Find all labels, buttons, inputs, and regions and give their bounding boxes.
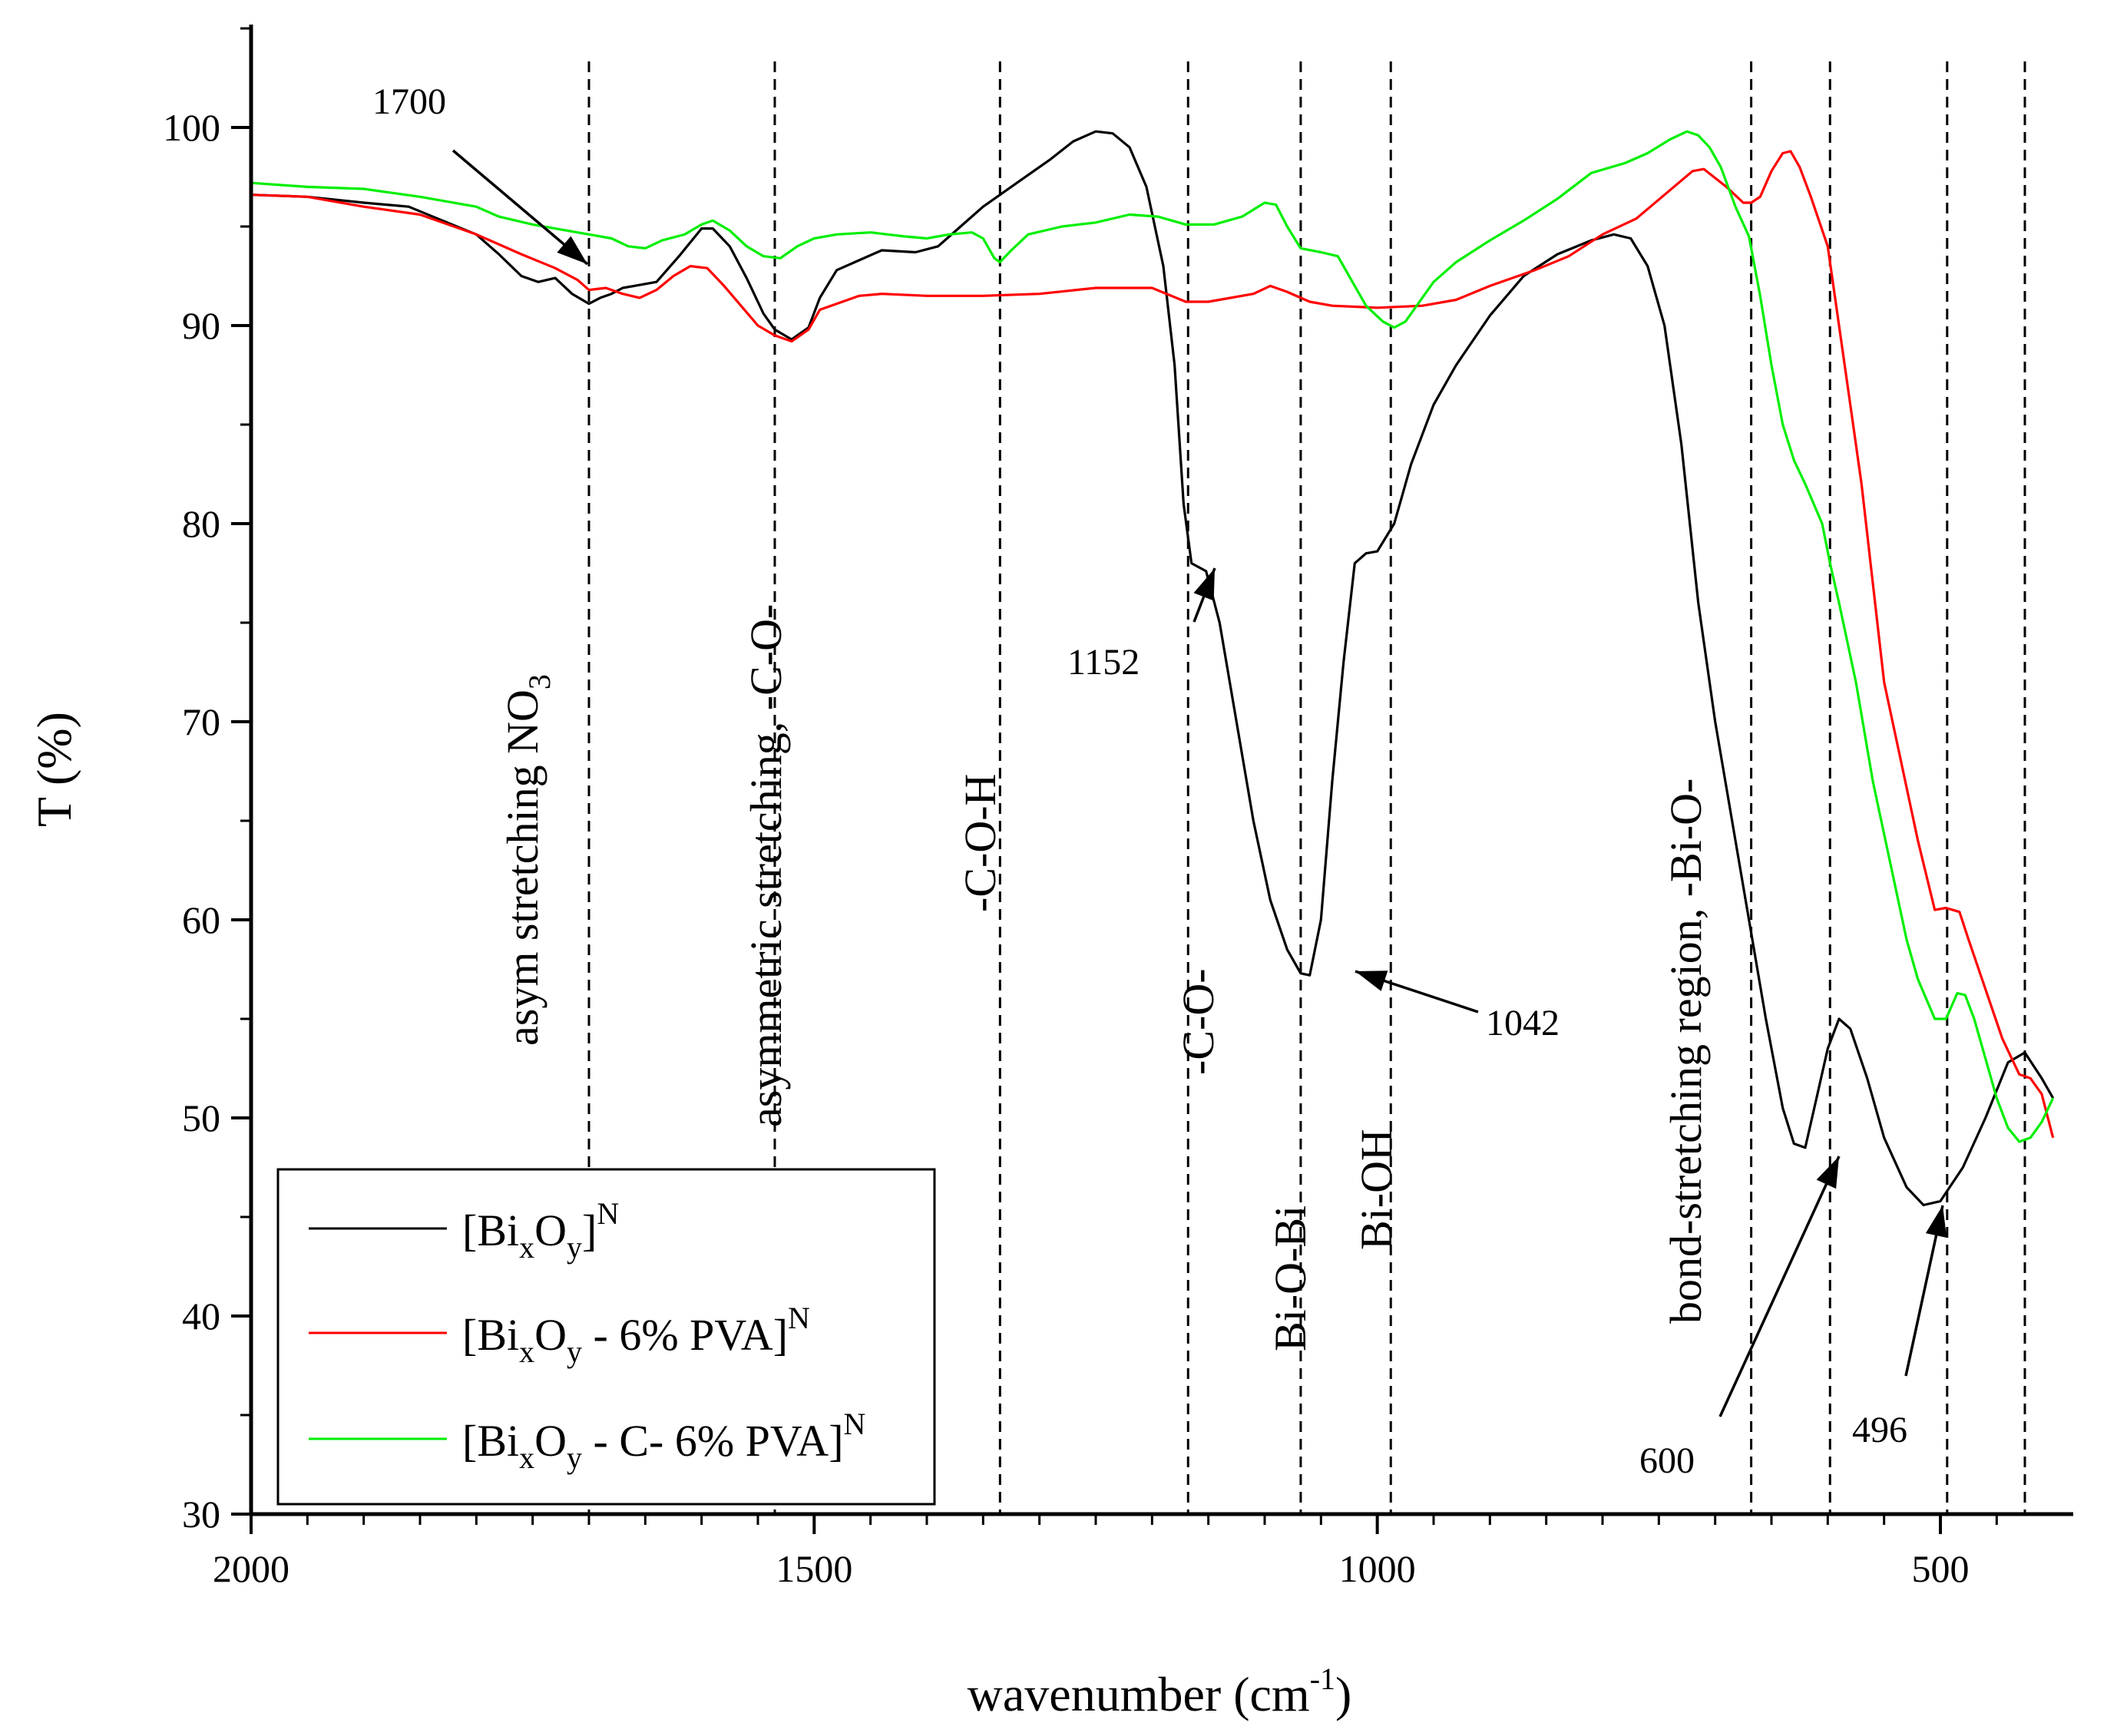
label-bond-stretching: bond-stretching region, -Bi-O- <box>1661 779 1711 1324</box>
y-tick-label: 50 <box>182 1096 220 1139</box>
legend-2-pre: [Bi <box>462 1416 519 1466</box>
x-axis-title-sup: -1 <box>1310 1662 1335 1696</box>
series-layer <box>250 130 2055 1207</box>
y-tick-label: 60 <box>182 898 220 941</box>
legend-2-mid: O <box>534 1416 567 1466</box>
legend-2-sub1: x <box>519 1440 534 1475</box>
arrow-1152-head <box>1193 568 1215 601</box>
arrow-496-head <box>1925 1205 1947 1238</box>
annotation-1042: 1042 <box>1486 1003 1560 1043</box>
legend-1-pre: [Bi <box>462 1310 519 1360</box>
legend-0-sup: N <box>597 1196 619 1231</box>
legend-0-pre: [Bi <box>462 1205 519 1255</box>
label-asym-co: asymmetric stretching, -C-O- <box>741 604 791 1127</box>
label-bioh: Bi-OH <box>1351 1129 1401 1250</box>
label-asym-no3-sub: 3 <box>522 674 557 689</box>
label-asym-no3-main: asym stretching NO <box>498 689 547 1046</box>
y-tick-label: 40 <box>182 1295 220 1338</box>
x-tick-label: 2000 <box>213 1547 289 1590</box>
label-co: -C-O- <box>1173 968 1223 1075</box>
x-axis-title-main: wavenumber (cm <box>968 1667 1310 1721</box>
y-axis-title: T (%) <box>27 712 81 827</box>
x-tick-label: 500 <box>1912 1547 1970 1590</box>
legend-label-bixoy-pva: [BixOy - 6% PVA]N <box>462 1301 810 1369</box>
legend: [BixOy]N [BixOy - 6% PVA]N [BixOy - C- 6… <box>276 1168 936 1506</box>
annotation-496: 496 <box>1852 1410 1907 1450</box>
legend-2-sup: N <box>844 1407 866 1441</box>
legend-box <box>276 1168 936 1506</box>
series-line-0 <box>250 130 2055 1207</box>
legend-1-sub1: x <box>519 1334 534 1369</box>
legend-0-sub1: x <box>519 1230 534 1265</box>
y-tick-label: 30 <box>182 1493 220 1536</box>
legend-1-mid: O <box>534 1310 567 1360</box>
x-tick-label: 1000 <box>1339 1547 1416 1590</box>
legend-0-mid: O <box>534 1205 567 1255</box>
y-tick-label: 70 <box>182 700 220 743</box>
x-tick-label: 1500 <box>776 1547 852 1590</box>
label-biobi: Bi-O-Bi <box>1265 1205 1315 1351</box>
annotation-600: 600 <box>1639 1440 1695 1481</box>
label-asym-no3: asym stretching NO3 <box>498 674 557 1046</box>
legend-1-sup: N <box>788 1301 810 1335</box>
series-line-1 <box>250 150 2055 1139</box>
arrow-1700-head <box>557 236 587 264</box>
y-tick-label: 100 <box>163 106 220 149</box>
y-tick-label: 80 <box>182 502 220 545</box>
axis-ticks: 2000 1500 1000 500 30 40 50 60 70 80 90 100 <box>163 27 1998 1590</box>
legend-0-post: ] <box>582 1205 597 1255</box>
arrow-600-shaft <box>1718 1156 1841 1417</box>
annotation-1152: 1152 <box>1067 642 1140 683</box>
legend-2-sub2: y <box>567 1440 582 1475</box>
y-tick-label: 90 <box>182 304 220 347</box>
series-line-2 <box>250 130 2055 1143</box>
legend-label-bixoy-c-pva: [BixOy - C- 6% PVA]N <box>462 1407 865 1475</box>
annotation-1700: 1700 <box>372 81 446 122</box>
x-axis-title-end: ) <box>1335 1667 1351 1721</box>
legend-2-post: - C- 6% PVA] <box>582 1416 844 1466</box>
arrow-1042-head <box>1355 971 1388 991</box>
annotation-arrows <box>452 149 1947 1417</box>
legend-label-bixoy: [BixOy]N <box>462 1196 619 1265</box>
legend-0-sub2: y <box>567 1230 582 1265</box>
label-coh: -C-O-H <box>955 774 1005 912</box>
legend-1-sub2: y <box>567 1334 582 1369</box>
x-axis-title: wavenumber (cm-1) <box>968 1662 1352 1721</box>
legend-1-post: - 6% PVA] <box>582 1310 788 1360</box>
arrow-600-head <box>1816 1156 1839 1189</box>
